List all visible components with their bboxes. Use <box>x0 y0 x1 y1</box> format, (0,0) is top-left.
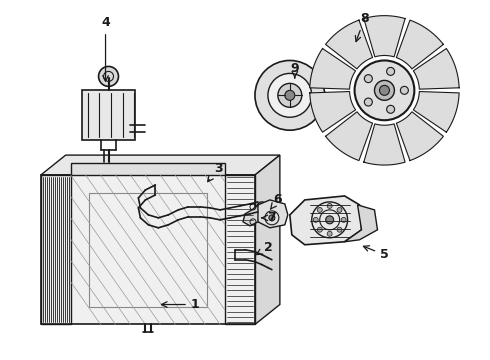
Polygon shape <box>310 91 356 132</box>
Circle shape <box>337 227 342 232</box>
Circle shape <box>268 73 312 117</box>
Text: 2: 2 <box>257 241 272 255</box>
Text: 1: 1 <box>162 298 199 311</box>
Circle shape <box>313 217 318 222</box>
Text: 7: 7 <box>262 211 276 224</box>
Polygon shape <box>364 124 405 165</box>
Polygon shape <box>414 49 459 89</box>
Polygon shape <box>325 20 372 69</box>
Circle shape <box>379 85 390 95</box>
Bar <box>71 163 225 175</box>
Text: 8: 8 <box>355 12 369 42</box>
Circle shape <box>318 207 322 212</box>
Circle shape <box>285 90 295 100</box>
Circle shape <box>318 227 322 232</box>
Polygon shape <box>255 155 280 324</box>
Polygon shape <box>396 112 443 161</box>
Polygon shape <box>243 205 258 226</box>
Polygon shape <box>414 91 459 132</box>
Circle shape <box>98 67 119 86</box>
Circle shape <box>365 75 372 83</box>
Circle shape <box>269 215 275 221</box>
Circle shape <box>327 231 332 236</box>
Circle shape <box>355 60 415 120</box>
Text: 4: 4 <box>101 16 110 81</box>
Polygon shape <box>290 196 362 245</box>
Bar <box>89 193 207 306</box>
Text: 6: 6 <box>270 193 282 209</box>
Polygon shape <box>325 112 372 161</box>
Text: 5: 5 <box>364 246 389 261</box>
Circle shape <box>278 84 302 107</box>
Polygon shape <box>255 200 288 228</box>
Circle shape <box>327 203 332 208</box>
Bar <box>41 175 71 324</box>
Circle shape <box>400 86 408 94</box>
Circle shape <box>341 217 346 222</box>
Polygon shape <box>396 20 443 69</box>
Circle shape <box>365 98 372 106</box>
Polygon shape <box>344 205 377 242</box>
Text: 3: 3 <box>208 162 222 182</box>
Bar <box>225 175 255 324</box>
Circle shape <box>255 60 325 130</box>
Circle shape <box>337 207 342 212</box>
Polygon shape <box>82 90 135 140</box>
Text: 9: 9 <box>291 62 299 78</box>
Polygon shape <box>310 49 356 89</box>
Circle shape <box>326 216 334 224</box>
Circle shape <box>387 67 394 75</box>
Polygon shape <box>364 15 405 57</box>
Circle shape <box>374 80 394 100</box>
Polygon shape <box>41 155 280 175</box>
Bar <box>41 175 255 324</box>
Circle shape <box>387 105 394 113</box>
